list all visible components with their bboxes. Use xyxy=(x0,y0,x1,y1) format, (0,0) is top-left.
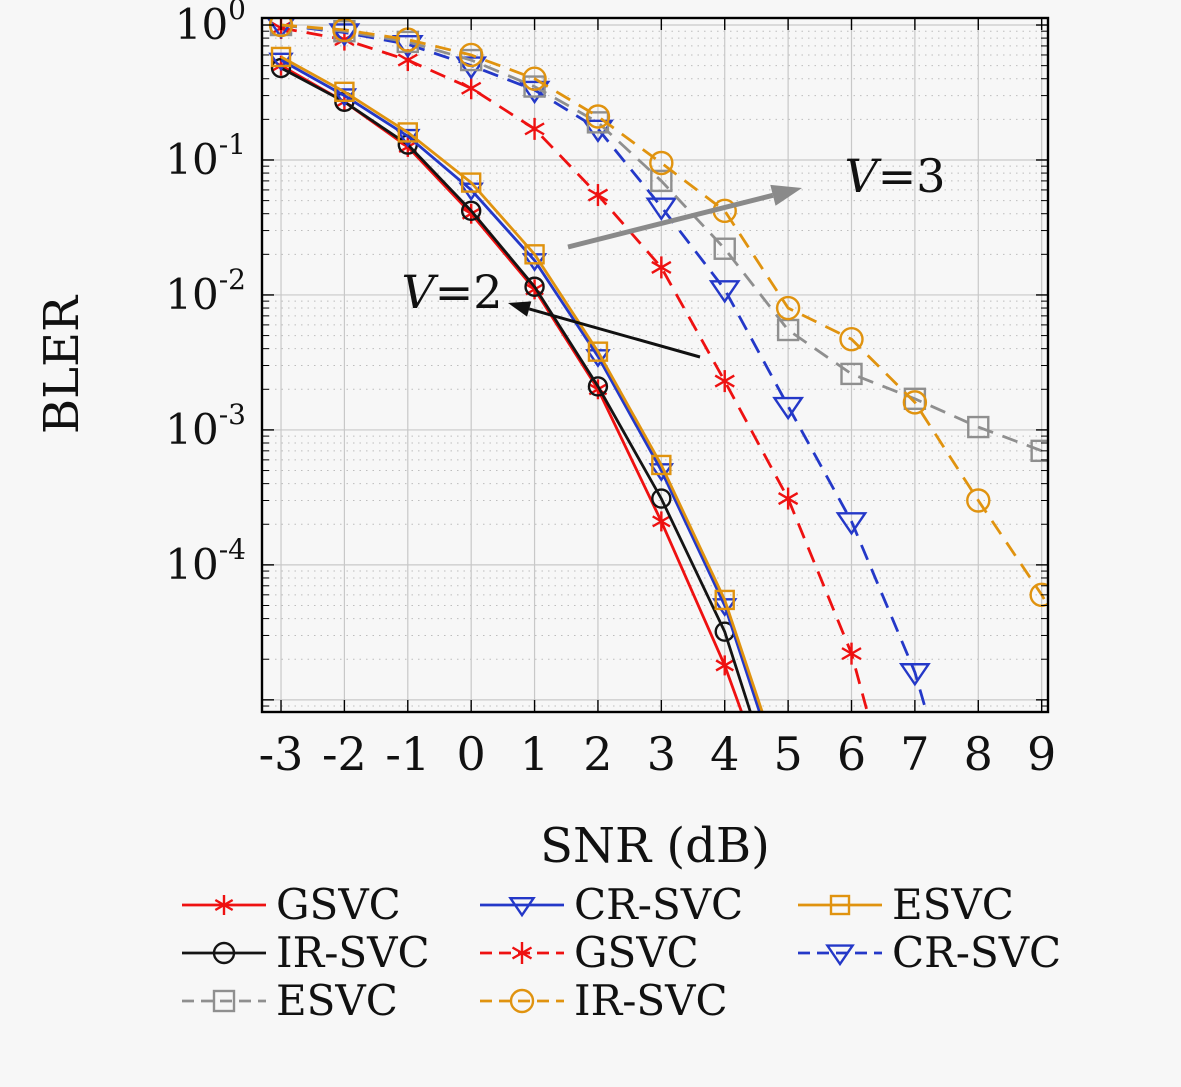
svg-text:-3: -3 xyxy=(259,727,304,781)
svg-text:V=3: V=3 xyxy=(844,149,945,203)
svg-text:10-2: 10-2 xyxy=(165,263,246,319)
svg-text:8: 8 xyxy=(964,727,993,781)
axis-ticks xyxy=(262,18,1048,712)
svg-text:-2: -2 xyxy=(322,727,367,781)
svg-text:4: 4 xyxy=(710,727,739,781)
legend-item-crsvc-v2: CR-SVC xyxy=(476,880,794,929)
legend-line-irsvc-v2 xyxy=(182,942,266,965)
svg-text:10-3: 10-3 xyxy=(165,398,246,454)
legend-label: ESVC xyxy=(892,880,1014,929)
legend-line-esvc-v3 xyxy=(182,990,266,1013)
legend-item-irsvc-v3: IR-SVC xyxy=(476,978,794,1024)
svg-text:0: 0 xyxy=(457,727,486,781)
legend-line-crsvc-v2 xyxy=(480,897,564,918)
svg-text:V=2: V=2 xyxy=(401,265,502,319)
legend-line-gsvc-v3 xyxy=(480,942,564,965)
svg-text:9: 9 xyxy=(1027,727,1056,781)
legend-label: CR-SVC xyxy=(892,928,1062,978)
legend-item-irsvc-v2: IR-SVC xyxy=(178,928,476,978)
legend-item-esvc-v2: ESVC xyxy=(794,880,1181,929)
legend-label: IR-SVC xyxy=(574,976,728,1026)
tick-labels: -3 -2 -1 0 1 2 3 4 5 6 7 8 9 100 10-1 10-2 10-3 10-4 xyxy=(165,0,1056,781)
legend-item-gsvc-v2: GSVC xyxy=(178,880,476,929)
svg-text:1: 1 xyxy=(520,727,549,781)
svg-text:3: 3 xyxy=(647,727,676,781)
legend-label: CR-SVC xyxy=(574,880,744,929)
legend: GSVC CR-SVC ESVC IR-SVC GSVC CR-SVC ESVC… xyxy=(0,880,1181,1025)
legend-line-irsvc-v3 xyxy=(480,989,564,1014)
y-axis-label: BLER xyxy=(34,294,90,434)
svg-text:100: 100 xyxy=(175,0,246,49)
svg-text:2: 2 xyxy=(583,727,612,781)
legend-item-esvc-v3: ESVC xyxy=(178,978,476,1024)
legend-label: GSVC xyxy=(276,880,401,929)
legend-line-gsvc-v2 xyxy=(182,895,266,916)
legend-item-gsvc-v3: GSVC xyxy=(476,928,794,978)
legend-line-crsvc-v3 xyxy=(798,944,882,967)
svg-text:-1: -1 xyxy=(385,727,430,781)
grid xyxy=(262,18,1048,712)
annotations: V=2 V=3 xyxy=(401,149,946,359)
data-series xyxy=(266,18,1048,712)
legend-label: IR-SVC xyxy=(276,928,430,978)
svg-text:7: 7 xyxy=(900,727,929,781)
legend-item-crsvc-v3: CR-SVC xyxy=(794,928,1181,978)
plot-frame xyxy=(260,16,1050,714)
legend-label: ESVC xyxy=(276,976,398,1026)
x-axis-label: SNR (dB) xyxy=(540,818,770,874)
legend-label: GSVC xyxy=(574,928,699,978)
legend-line-esvc-v2 xyxy=(798,894,882,916)
svg-text:6: 6 xyxy=(837,727,866,781)
svg-text:5: 5 xyxy=(773,727,802,781)
svg-text:10-4: 10-4 xyxy=(165,533,246,589)
svg-text:10-1: 10-1 xyxy=(165,128,246,184)
